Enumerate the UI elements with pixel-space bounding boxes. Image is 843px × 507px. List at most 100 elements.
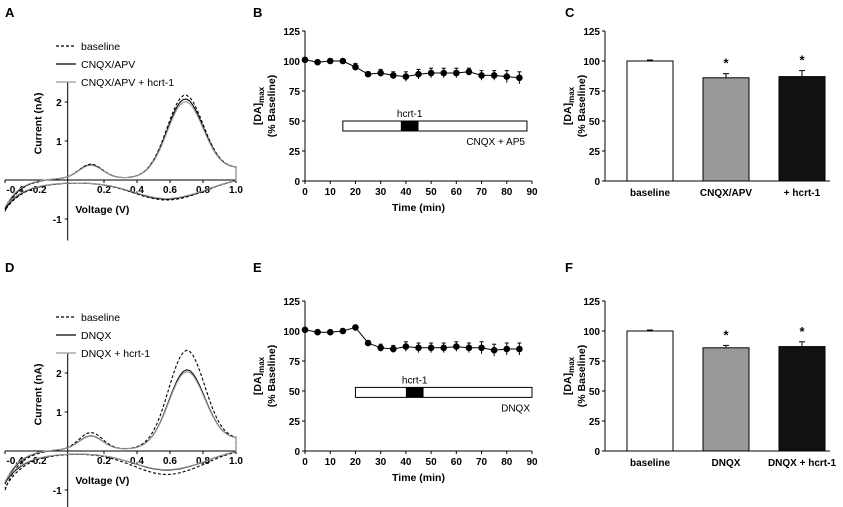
data-point	[339, 57, 347, 65]
data-point	[377, 69, 384, 77]
x-tick-label: 20	[350, 457, 362, 468]
hcrt-pulse	[405, 387, 424, 398]
y-axis-label: Current (nA)	[33, 93, 45, 155]
series-line	[304, 59, 520, 79]
x-tick-label: 50	[426, 187, 438, 198]
y-label-main: [DA]	[562, 373, 574, 395]
x-tick-label: 70	[476, 457, 488, 468]
x-tick-label: 40	[400, 457, 412, 468]
x-tick-label: 1.0	[229, 456, 243, 467]
panel-label-e: E	[253, 260, 262, 275]
bar-2	[778, 346, 826, 452]
category-label: baseline	[630, 458, 670, 469]
bar-1	[702, 347, 750, 452]
y-tick-label: 0	[294, 447, 300, 458]
data-point	[453, 343, 460, 350]
y-tick-label: 2	[56, 98, 62, 109]
significance-marker: *	[723, 56, 729, 71]
panel-label-c: C	[565, 5, 575, 20]
data-point	[301, 56, 309, 64]
y-axis-label-units: (% Baseline)	[576, 345, 588, 407]
x-tick-label: 80	[501, 457, 513, 468]
x-tick-label: 60	[451, 187, 463, 198]
category-label: baseline	[630, 188, 670, 199]
y-tick-label: 25	[289, 417, 301, 428]
y-tick-label: 25	[589, 417, 601, 428]
barchart-c: 0 25 50 75 100 125 [DA]max (% Baseline) baseline…	[562, 27, 830, 199]
y-tick-label: 75	[589, 357, 601, 368]
x-tick-label: 1.0	[229, 185, 243, 196]
y-tick-label: 50	[289, 387, 301, 398]
y-tick-label: 1	[56, 137, 62, 148]
y-tick-label: 50	[589, 117, 601, 128]
y-tick-label: 0	[294, 177, 300, 188]
data-point	[440, 344, 448, 352]
data-point	[389, 72, 397, 79]
y-label-sub: max	[257, 86, 266, 103]
y-axis-label-units: (% Baseline)	[576, 75, 588, 137]
x-axis-label: Voltage (V)	[75, 475, 129, 487]
y-axis-label: [DA]max	[252, 356, 266, 395]
y-tick-label: 75	[589, 87, 601, 98]
data-point	[415, 70, 422, 78]
data-point	[326, 328, 334, 336]
legend-label: CNQX/APV	[81, 59, 135, 71]
y-tick-label: 125	[283, 27, 300, 38]
data-point	[490, 346, 498, 354]
bar-1	[702, 77, 750, 182]
x-tick-label: 30	[375, 457, 387, 468]
panel-label-b: B	[253, 5, 262, 20]
y-axis-label-units: (% Baseline)	[266, 345, 278, 407]
y-axis-label: Current (nA)	[33, 364, 45, 426]
drug-bar	[354, 386, 533, 398]
data-point	[503, 73, 511, 80]
significance-marker: *	[799, 53, 805, 68]
y-tick-label: 100	[283, 57, 300, 68]
category-label: DNQX + hcrt-1	[768, 458, 837, 469]
x-tick-label: -0.2	[29, 185, 47, 196]
x-tick-label: -0.4	[6, 456, 24, 467]
y-axis-label-units: (% Baseline)	[266, 75, 278, 137]
legend-label: DNQX + hcrt-1	[81, 348, 150, 360]
x-tick-label: 0	[302, 187, 308, 198]
data-point	[490, 72, 498, 79]
y-tick-label: 2	[56, 369, 62, 380]
y-tick-label: 50	[589, 387, 601, 398]
bar-label: CNQX + AP5	[466, 137, 525, 148]
y-tick-label: 25	[289, 147, 301, 158]
x-tick-label: 80	[501, 187, 513, 198]
bar-0	[626, 60, 674, 182]
y-tick-label: 100	[583, 57, 600, 68]
data-point	[389, 345, 397, 353]
y-tick-label: 100	[583, 327, 600, 338]
legend-label: DNQX	[81, 330, 111, 342]
panel-label-a: A	[5, 5, 15, 20]
x-tick-label: 0.4	[130, 185, 144, 196]
x-tick-label: 10	[325, 187, 337, 198]
x-tick-label: 40	[400, 187, 412, 198]
x-tick-label: 50	[426, 457, 438, 468]
timecourse-b: 0 10 20 30 40 50 60 70 80 90 0 25 50 75 100 125 Time (mi…	[252, 27, 538, 214]
data-point	[503, 345, 511, 353]
data-point	[440, 69, 448, 77]
x-tick-label: 0.2	[97, 185, 111, 196]
data-point	[465, 344, 473, 352]
data-point	[402, 343, 410, 350]
y-label-sub: max	[567, 86, 576, 103]
bar-label: DNQX	[501, 403, 530, 414]
y-label-main: [DA]	[252, 373, 264, 395]
pulse-label: hcrt-1	[397, 109, 423, 120]
significance-marker: *	[723, 327, 729, 342]
y-label-main: [DA]	[252, 103, 264, 125]
y-tick-label: 75	[289, 87, 301, 98]
data-point	[478, 344, 485, 352]
x-tick-label: 0.2	[97, 456, 111, 467]
data-point	[377, 344, 384, 352]
y-label-sub: max	[567, 356, 576, 373]
cv-trace-dnqx-hcrt-1	[4, 371, 237, 483]
x-tick-label: 90	[526, 457, 538, 468]
x-tick-label: 0.6	[163, 185, 177, 196]
category-label: CNQX/APV	[700, 188, 753, 199]
